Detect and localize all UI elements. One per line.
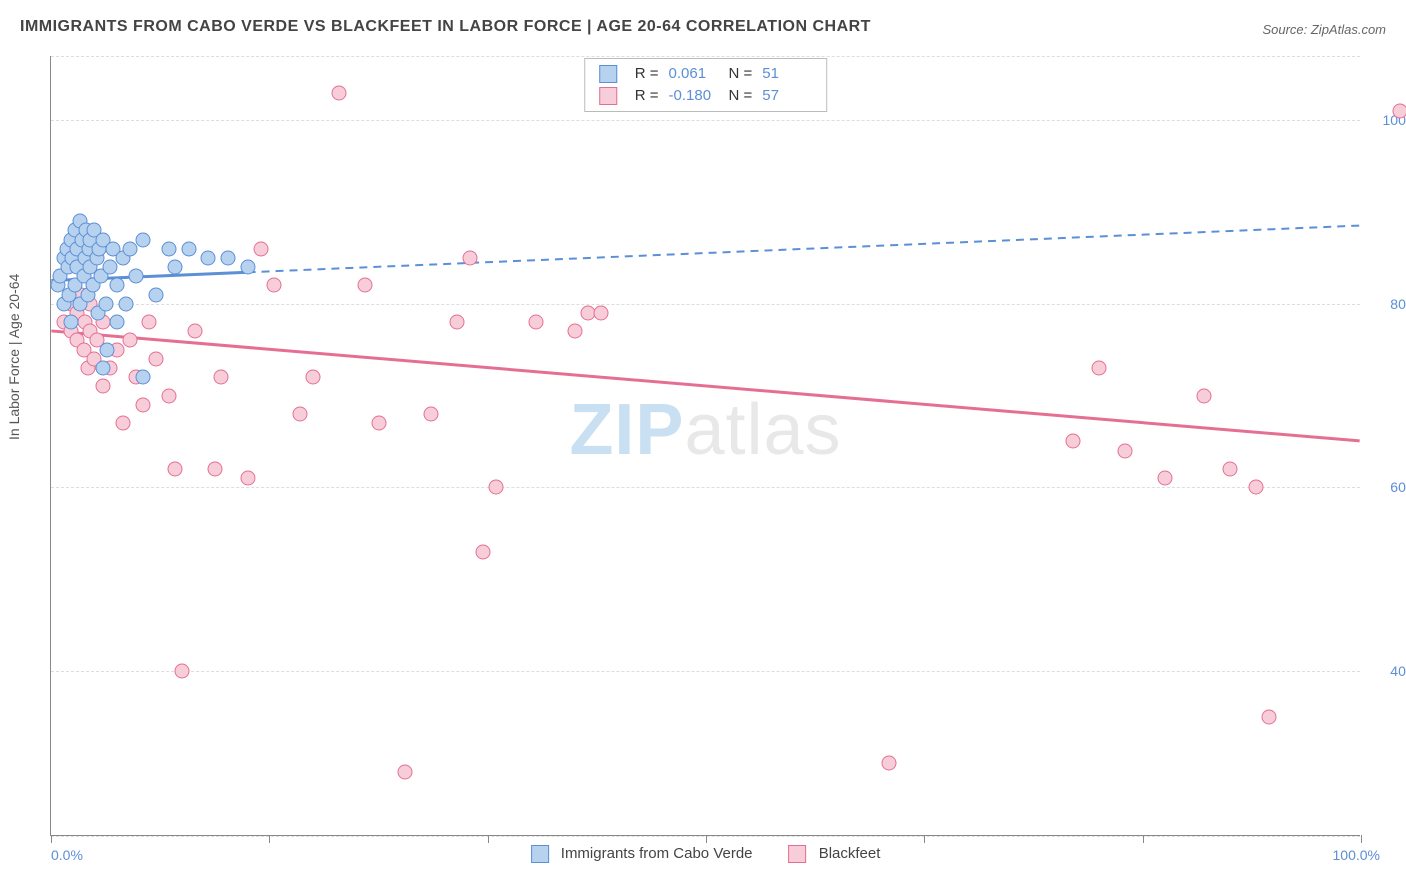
data-point-a — [100, 342, 115, 357]
data-point-a — [181, 241, 196, 256]
data-point-b — [148, 351, 163, 366]
data-point-b — [292, 406, 307, 421]
data-point-b — [1223, 461, 1238, 476]
data-point-a — [122, 241, 137, 256]
chart-container: IMMIGRANTS FROM CABO VERDE VS BLACKFEET … — [0, 0, 1406, 892]
n-value-b: 57 — [762, 85, 812, 107]
data-point-b — [450, 315, 465, 330]
legend-label-b: Blackfeet — [819, 845, 881, 862]
legend-item-b: Blackfeet — [789, 845, 881, 863]
data-point-b — [568, 324, 583, 339]
gridline — [51, 487, 1360, 488]
data-point-b — [463, 250, 478, 265]
data-point-a — [129, 269, 144, 284]
data-point-b — [1393, 104, 1406, 119]
x-tick — [924, 835, 925, 843]
x-tick — [1143, 835, 1144, 843]
data-point-a — [102, 260, 117, 275]
correlation-row-a: R = 0.061 N = 51 — [599, 63, 813, 85]
data-point-a — [168, 260, 183, 275]
chart-title: IMMIGRANTS FROM CABO VERDE VS BLACKFEET … — [20, 18, 871, 36]
data-point-a — [201, 250, 216, 265]
data-point-b — [122, 333, 137, 348]
data-point-a — [96, 361, 111, 376]
x-tick — [1361, 835, 1362, 843]
swatch-a-icon — [599, 65, 617, 83]
data-point-a — [240, 260, 255, 275]
gridline — [51, 304, 1360, 305]
data-point-b — [96, 379, 111, 394]
data-point-b — [423, 406, 438, 421]
data-point-a — [109, 315, 124, 330]
watermark: ZIPatlas — [569, 389, 841, 471]
data-point-b — [116, 416, 131, 431]
data-point-b — [489, 480, 504, 495]
x-tick — [488, 835, 489, 843]
y-axis-label: In Labor Force | Age 20-64 — [6, 274, 22, 440]
trend-lines — [51, 56, 1360, 835]
y-tick-label: 80.0% — [1370, 296, 1406, 312]
swatch-a-icon — [531, 845, 549, 863]
series-legend: Immigrants from Cabo Verde Blackfeet — [531, 845, 881, 863]
data-point-a — [161, 241, 176, 256]
data-point-b — [371, 416, 386, 431]
data-point-b — [476, 544, 491, 559]
data-point-b — [135, 397, 150, 412]
legend-label-a: Immigrants from Cabo Verde — [561, 845, 753, 862]
data-point-b — [332, 85, 347, 100]
gridline — [51, 671, 1360, 672]
data-point-b — [253, 241, 268, 256]
data-point-a — [99, 296, 114, 311]
data-point-b — [1196, 388, 1211, 403]
data-point-b — [397, 764, 412, 779]
data-point-a — [135, 370, 150, 385]
gridline — [51, 56, 1360, 57]
data-point-b — [175, 663, 190, 678]
data-point-b — [207, 461, 222, 476]
data-point-b — [240, 471, 255, 486]
data-point-b — [188, 324, 203, 339]
data-point-b — [306, 370, 321, 385]
correlation-legend: R = 0.061 N = 51 R = -0.180 N = 57 — [584, 58, 828, 112]
x-tick — [51, 835, 52, 843]
x-tick — [706, 835, 707, 843]
x-tick-label-0: 0.0% — [51, 847, 83, 863]
data-point-b — [594, 305, 609, 320]
data-point-a — [63, 315, 78, 330]
n-value-a: 51 — [762, 63, 812, 85]
data-point-a — [109, 278, 124, 293]
y-tick-label: 60.0% — [1370, 479, 1406, 495]
data-point-b — [882, 755, 897, 770]
data-point-a — [148, 287, 163, 302]
data-point-a — [118, 296, 133, 311]
data-point-b — [168, 461, 183, 476]
y-tick-label: 40.0% — [1370, 663, 1406, 679]
r-value-a: 0.061 — [669, 63, 719, 85]
data-point-b — [1118, 443, 1133, 458]
r-value-b: -0.180 — [669, 85, 719, 107]
data-point-b — [214, 370, 229, 385]
x-tick-label-100: 100.0% — [1333, 847, 1380, 863]
data-point-b — [1262, 709, 1277, 724]
source-label: Source: ZipAtlas.com — [1262, 22, 1386, 37]
correlation-row-b: R = -0.180 N = 57 — [599, 85, 813, 107]
data-point-b — [358, 278, 373, 293]
x-tick — [269, 835, 270, 843]
swatch-b-icon — [789, 845, 807, 863]
data-point-b — [142, 315, 157, 330]
swatch-b-icon — [599, 87, 617, 105]
data-point-b — [1092, 361, 1107, 376]
data-point-b — [161, 388, 176, 403]
data-point-b — [1157, 471, 1172, 486]
data-point-b — [266, 278, 281, 293]
data-point-a — [220, 250, 235, 265]
plot-area: ZIPatlas R = 0.061 N = 51 R = -0.180 N =… — [50, 56, 1360, 836]
gridline — [51, 120, 1360, 121]
data-point-b — [1249, 480, 1264, 495]
data-point-a — [135, 232, 150, 247]
data-point-b — [528, 315, 543, 330]
data-point-b — [1065, 434, 1080, 449]
legend-item-a: Immigrants from Cabo Verde — [531, 845, 753, 863]
